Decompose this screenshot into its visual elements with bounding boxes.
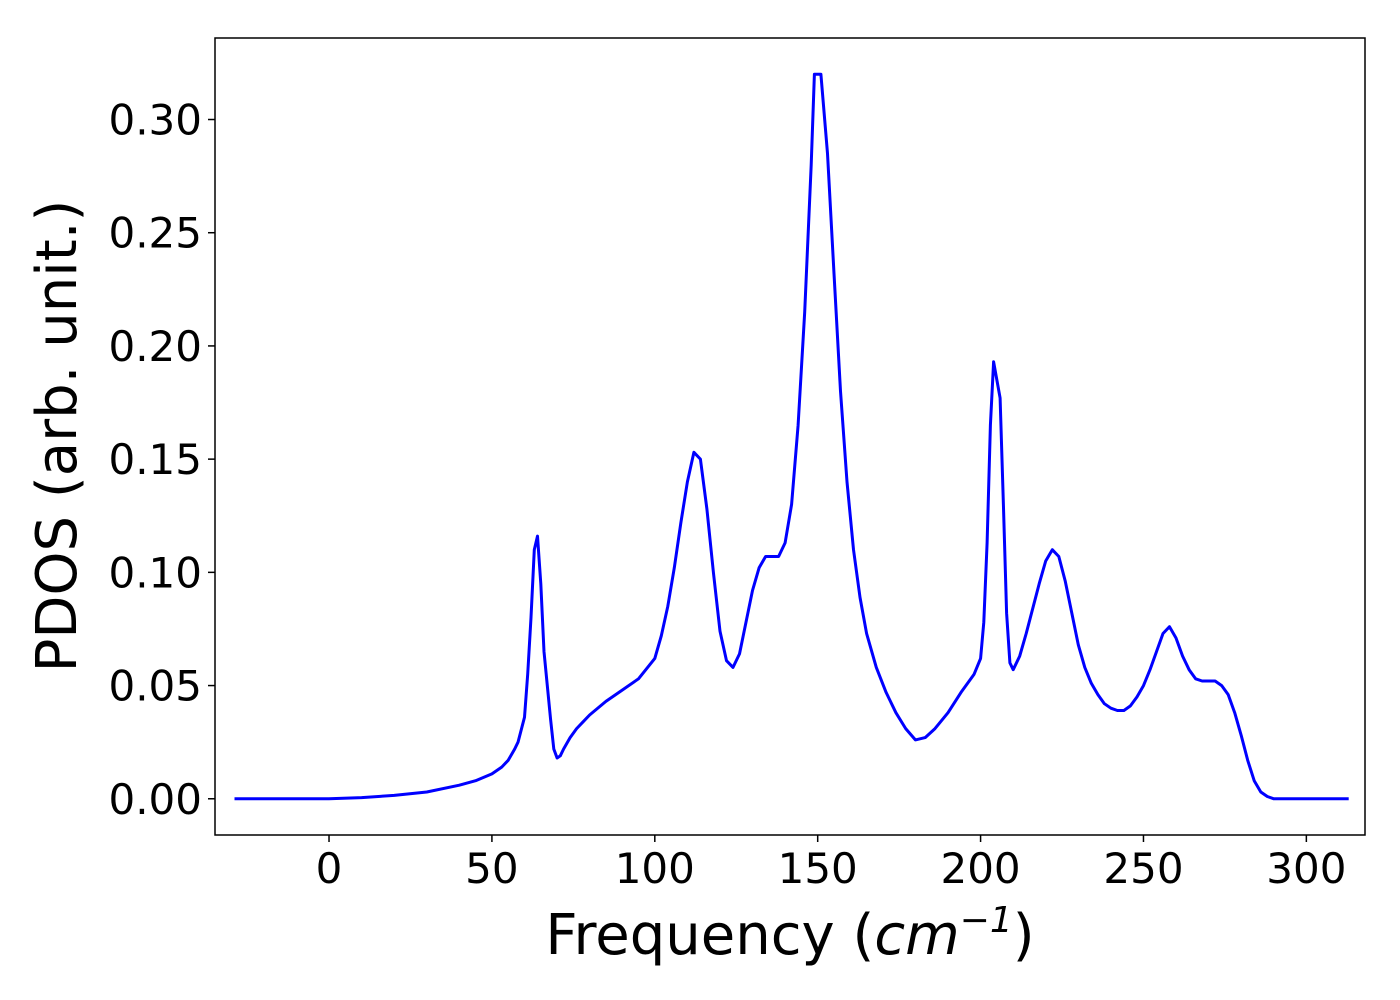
- y-tick-label: 0.30: [108, 96, 202, 145]
- y-tick-label: 0.25: [108, 209, 202, 258]
- plot-frame: [214, 37, 1366, 836]
- x-axis-title-exponent: −1: [960, 900, 1013, 941]
- x-tick-label: 250: [1103, 844, 1183, 893]
- x-tick-label: 50: [465, 844, 518, 893]
- x-axis-title-unit: cm: [874, 903, 959, 968]
- x-tick-label: 300: [1266, 844, 1346, 893]
- y-tick-label: 0.15: [108, 435, 202, 484]
- x-axis-title-prefix: Frequency (: [545, 903, 874, 968]
- y-axis: 0.00 0.05 0.10 0.15 0.20 0.25 0.30: [108, 96, 215, 824]
- y-tick-label: 0.10: [108, 548, 202, 597]
- x-tick-label: 0: [316, 844, 343, 893]
- x-tick-label: 200: [940, 844, 1020, 893]
- y-tick-label: 0.00: [108, 775, 202, 824]
- x-axis-title-suffix: ): [1013, 903, 1035, 968]
- y-tick-label: 0.20: [108, 322, 202, 371]
- pdos-line: [234, 72, 1349, 801]
- y-axis-title: PDOS (arb. unit.): [25, 200, 90, 673]
- x-axis: 0 50 100 150 200 250 300: [316, 835, 1346, 893]
- x-tick-label: 150: [778, 844, 858, 893]
- x-axis-title: Frequency (cm−1): [545, 900, 1034, 968]
- y-tick-label: 0.05: [108, 662, 202, 711]
- x-tick-label: 100: [615, 844, 695, 893]
